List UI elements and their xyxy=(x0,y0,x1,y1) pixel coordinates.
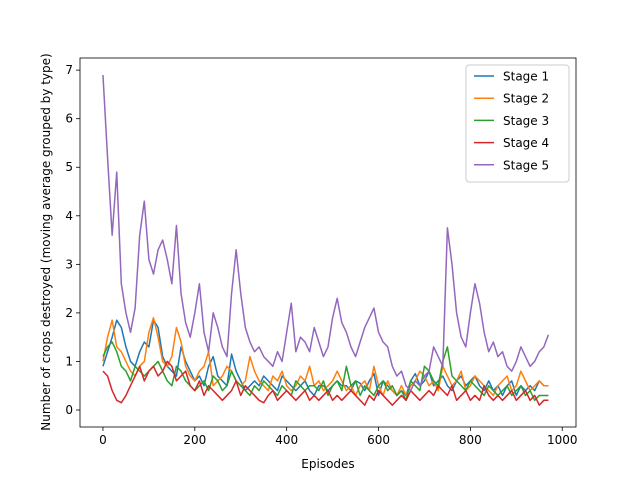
plot-frame xyxy=(79,57,577,428)
y-tick-label: 2 xyxy=(65,306,73,320)
x-axis: 0 200 400 600 800 1000 xyxy=(99,427,577,447)
legend-label-2: Stage 2 xyxy=(503,92,549,106)
x-tick-label: 600 xyxy=(367,433,390,447)
legend-box xyxy=(465,64,570,183)
y-axis-label: Number of crops destroyed (moving averag… xyxy=(39,53,53,430)
y-tick-label: 5 xyxy=(65,160,73,174)
legend-label-3: Stage 3 xyxy=(503,114,549,128)
legend: Stage 1 Stage 2 Stage 3 Stage 4 Stage 5 xyxy=(465,64,570,183)
x-tick-label: 800 xyxy=(459,433,482,447)
y-tick-label: 3 xyxy=(65,257,73,271)
y-axis: 0 1 2 3 4 5 6 7 xyxy=(65,63,80,417)
y-tick-label: 7 xyxy=(65,63,73,77)
series-line-5 xyxy=(102,74,550,392)
series-layer xyxy=(102,74,550,406)
x-tick-label: 1000 xyxy=(547,433,578,447)
y-tick-label: 6 xyxy=(65,112,73,126)
legend-label-4: Stage 4 xyxy=(503,136,549,150)
legend-label-5: Stage 5 xyxy=(503,158,549,172)
legend-label-1: Stage 1 xyxy=(503,70,549,84)
series-line-3 xyxy=(102,341,549,402)
x-tick-label: 200 xyxy=(183,433,206,447)
y-tick-label: 0 xyxy=(65,403,73,417)
x-tick-label: 400 xyxy=(275,433,298,447)
x-tick-label: 0 xyxy=(99,433,107,447)
y-tick-label: 1 xyxy=(65,354,73,368)
y-tick-label: 4 xyxy=(65,209,73,223)
x-axis-label: Episodes xyxy=(301,457,354,471)
series-line-4 xyxy=(102,360,549,406)
